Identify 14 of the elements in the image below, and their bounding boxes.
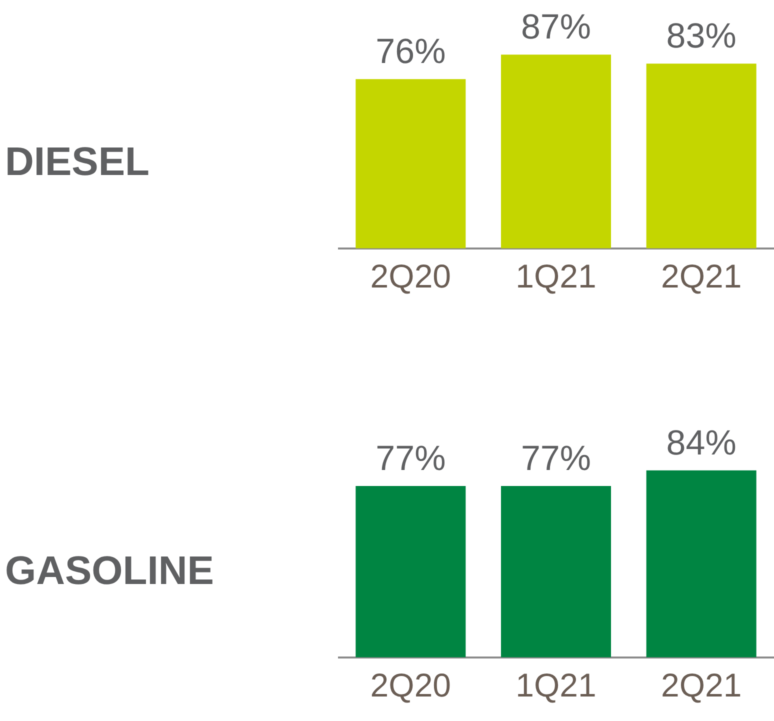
data-label: 83% [666, 16, 736, 56]
data-label: 77% [376, 438, 446, 478]
text: GASOLINE [5, 548, 214, 595]
data-label: 76% [376, 32, 446, 72]
x-tick-label: 1Q21 [516, 666, 596, 704]
x-tick-label: 1Q21 [516, 257, 596, 294]
data-label: 77% [520, 438, 592, 478]
x-tick-label: 2Q20 [370, 666, 452, 704]
x-tick-label: 2Q20 [370, 257, 452, 294]
x-tick-label: 2Q21 [660, 257, 742, 294]
data-label: 87% [520, 8, 592, 47]
x-tick-label: 2Q21 [660, 666, 742, 704]
text: DIESEL [5, 139, 150, 186]
data-label: 84% [666, 423, 736, 462]
